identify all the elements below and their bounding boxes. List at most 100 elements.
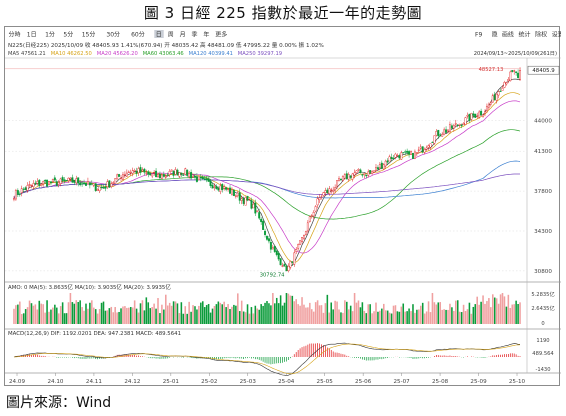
volume-bar	[431, 293, 434, 324]
volume-bar	[69, 293, 72, 324]
toolbar-control-4[interactable]: 除权	[535, 31, 547, 39]
volume-bar	[19, 301, 21, 324]
volume-bar	[406, 311, 408, 324]
candle	[96, 188, 99, 191]
volume-bar	[383, 303, 385, 324]
candle	[299, 240, 302, 245]
volume-bar	[15, 305, 17, 324]
volume-bar	[110, 306, 113, 324]
candle	[503, 82, 506, 88]
volume-bar	[451, 307, 453, 324]
volume-bar	[456, 300, 459, 324]
candle	[121, 174, 124, 180]
candle	[499, 90, 502, 92]
candle	[170, 169, 173, 172]
x-tick-25-03: 25-03	[240, 379, 257, 385]
volume-bar	[439, 302, 442, 324]
volume-bar	[34, 304, 37, 324]
candle	[172, 171, 175, 176]
candle	[100, 186, 103, 188]
volume-bar	[178, 313, 181, 324]
price-grid	[5, 57, 561, 374]
volume-bar	[114, 307, 116, 324]
period-tab-5[interactable]: 30分	[106, 31, 120, 39]
volume-bar	[493, 297, 496, 324]
candle	[271, 247, 274, 250]
candle	[515, 71, 518, 73]
volume-bar	[40, 303, 43, 324]
volume-bar	[390, 313, 393, 324]
toolbar-control-3[interactable]: 统计	[519, 31, 531, 39]
toolbar-control-0[interactable]: F9	[475, 32, 482, 39]
x-tick-24.09: 24.09	[9, 379, 25, 385]
candle	[256, 210, 259, 212]
volume-bar	[344, 300, 346, 324]
period-tab-0[interactable]: 分時	[9, 31, 21, 39]
volume-tick-0: 5.2835亿	[531, 290, 554, 298]
volume-bar	[122, 306, 124, 324]
line-ma250	[13, 173, 520, 199]
candle	[283, 263, 286, 267]
candle	[201, 176, 204, 180]
period-tab-12[interactable]: 更多	[215, 31, 227, 39]
candle	[40, 184, 43, 186]
volume-bar	[219, 302, 222, 324]
volume-bar	[400, 306, 403, 324]
candle	[88, 182, 91, 186]
volume-bar	[67, 302, 70, 324]
candle	[139, 167, 142, 173]
candle	[184, 168, 187, 175]
period-tab-11[interactable]: 年	[203, 31, 209, 39]
volume-bar	[394, 305, 397, 324]
volume-bar	[326, 294, 329, 324]
legend-ma20: MA20 45626.20	[97, 51, 138, 57]
toolbar-control-2[interactable]: 画线	[502, 31, 514, 39]
period-tab-1[interactable]: 1日	[27, 32, 37, 39]
toolbar-control-1[interactable]: 隐	[492, 31, 498, 39]
candle	[392, 157, 395, 159]
candle	[314, 206, 317, 212]
candle	[63, 179, 66, 181]
period-tab-10[interactable]: 季	[192, 31, 198, 39]
volume-bar	[511, 304, 514, 324]
toolbar-control-5[interactable]: 设置	[552, 31, 564, 39]
candle	[501, 88, 504, 91]
nikkei-chart[interactable]: 分時 1日 1分 5分 15分 30分 60分 日周月季年更多 F9 隐画线 统计 除权 设置 N22…	[5, 27, 564, 387]
volume-bar	[165, 294, 167, 324]
period-tab-9[interactable]: 月	[180, 32, 186, 39]
candle	[116, 174, 119, 180]
volume-bar	[94, 309, 97, 324]
volume-bar	[414, 312, 416, 324]
volume-bar	[346, 301, 348, 324]
candle	[18, 193, 21, 195]
candle	[79, 182, 82, 186]
volume-bar	[240, 300, 243, 324]
period-tab-2[interactable]: 1分	[45, 31, 55, 39]
candle	[254, 202, 257, 214]
volume-bar	[56, 307, 58, 324]
volume-bar	[303, 304, 305, 324]
candle	[269, 242, 272, 250]
period-tab-4[interactable]: 15分	[82, 31, 96, 39]
volume-bar	[268, 303, 270, 324]
candle	[330, 189, 333, 191]
volume-bar	[246, 304, 249, 324]
candle	[240, 198, 243, 201]
volume-bar	[54, 304, 56, 324]
candle	[464, 117, 467, 125]
volume-bar	[517, 303, 519, 324]
volume-bar	[32, 305, 35, 324]
volume-bar	[174, 301, 177, 324]
period-tab-8[interactable]: 周	[168, 32, 174, 39]
period-toolbar[interactable]: 分時 1日 1分 5分 15分 30分 60分 日周月季年更多	[9, 30, 228, 39]
candle	[408, 151, 411, 155]
period-tab-7[interactable]: 日	[156, 32, 162, 39]
candle	[195, 176, 198, 182]
volume-bar	[100, 302, 103, 324]
volume-bar	[198, 305, 200, 324]
volume-bar	[235, 305, 237, 324]
toolbar-right-controls[interactable]: F9 隐画线 统计 除权 设置	[475, 31, 564, 39]
period-tab-6[interactable]: 60分	[131, 31, 145, 39]
period-tab-3[interactable]: 5分	[63, 31, 73, 39]
candle	[178, 172, 181, 177]
